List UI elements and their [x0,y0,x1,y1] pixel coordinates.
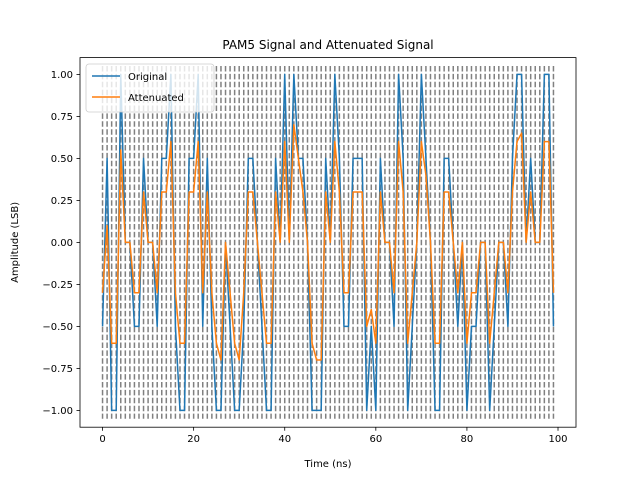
y-tick-label: 0.75 [51,112,73,123]
x-axis-label: Time (ns) [303,459,351,470]
x-tick-label: 60 [369,434,382,445]
x-axis: 0 20 40 60 80 100 [99,427,568,445]
y-tick-label: −0.50 [42,322,73,333]
y-tick-label: −0.75 [42,364,73,375]
legend: Original Attenuated [85,63,215,113]
y-tick-label: 0.00 [51,238,73,249]
series-layer [101,73,555,412]
x-tick-label: 40 [278,434,291,445]
x-tick-label: 80 [461,434,474,445]
y-tick-label: 0.50 [51,154,73,165]
legend-label-original: Original [128,72,167,83]
y-tick-label: −1.00 [42,406,73,417]
y-tick-label: −0.25 [42,280,73,291]
chart-title: PAM5 Signal and Attenuated Signal [222,38,433,52]
x-tick-label: 100 [548,434,567,445]
series-line-attenuated [101,124,555,361]
y-axis: −1.00 −0.75 −0.50 −0.25 0.00 0.25 0.50 0.75 1.00 [42,70,80,417]
y-tick-label: 0.25 [51,196,73,207]
legend-label-attenuated: Attenuated [128,93,184,104]
series-line-original [101,73,555,412]
y-axis-label: Amplitude (LSB) [10,202,21,283]
x-tick-label: 0 [99,434,105,445]
x-tick-label: 20 [187,434,200,445]
y-tick-label: 1.00 [51,70,73,81]
